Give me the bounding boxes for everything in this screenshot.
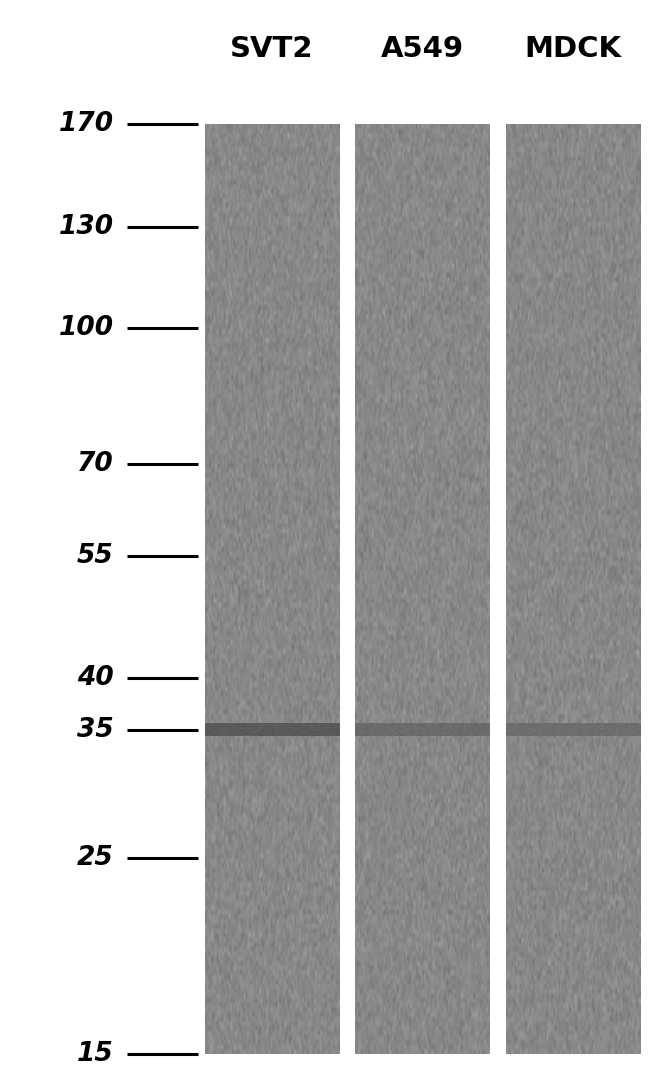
Text: MDCK: MDCK <box>525 35 621 63</box>
Text: SVT2: SVT2 <box>230 35 314 63</box>
Text: 70: 70 <box>77 451 114 477</box>
Text: 40: 40 <box>77 666 114 692</box>
Text: 15: 15 <box>77 1041 114 1067</box>
Text: 100: 100 <box>58 315 114 341</box>
Text: 170: 170 <box>58 111 114 137</box>
Text: A549: A549 <box>381 35 464 63</box>
Text: 35: 35 <box>77 717 114 743</box>
Text: 55: 55 <box>77 544 114 570</box>
Text: 25: 25 <box>77 845 114 871</box>
Text: 130: 130 <box>58 214 114 240</box>
